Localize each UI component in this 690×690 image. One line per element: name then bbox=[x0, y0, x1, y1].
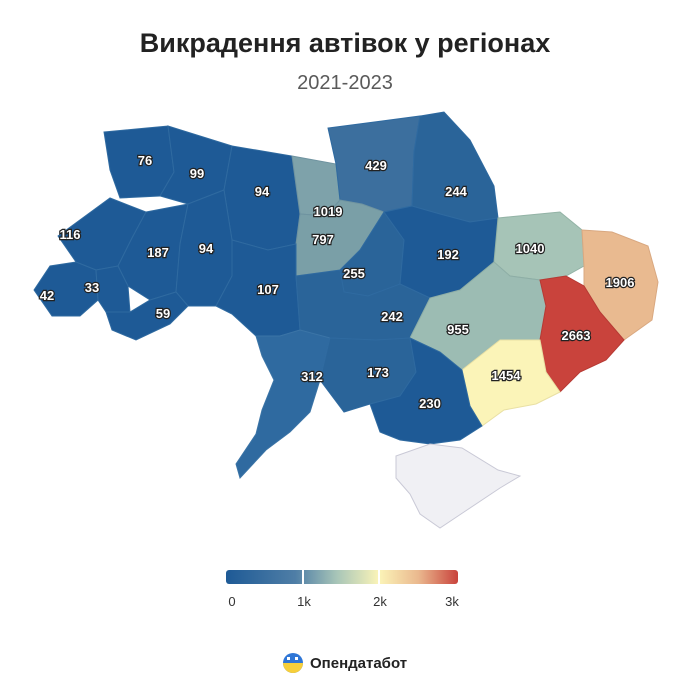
legend-tick-1k bbox=[302, 570, 304, 584]
region-value-label: 1019 bbox=[314, 204, 343, 219]
region-value-labels: 76 99 94 1019 429 244 116 187 94 797 255 192 1040 190… bbox=[39, 152, 636, 412]
region-value-label: 1906 bbox=[606, 275, 635, 290]
region-value-label: 173 bbox=[367, 365, 389, 380]
region-value-label: 1454 bbox=[492, 368, 522, 383]
region-donetsk[interactable] bbox=[539, 275, 625, 393]
region-value-label: 94 bbox=[255, 184, 270, 199]
region-value-label: 187 bbox=[147, 245, 169, 260]
region-value-label: 429 bbox=[365, 158, 387, 173]
map-title: Викрадення автівок у регіонах bbox=[139, 28, 551, 58]
map-subtitle: 2021-2023 bbox=[297, 72, 393, 94]
region-value-label: 59 bbox=[156, 306, 170, 321]
legend-color-scale bbox=[226, 570, 458, 584]
region-chernivtsi[interactable] bbox=[105, 291, 189, 341]
region-value-label: 797 bbox=[312, 232, 334, 247]
legend-label-3k: 3k bbox=[445, 594, 459, 609]
region-value-label: 230 bbox=[419, 396, 441, 411]
region-odesa[interactable] bbox=[235, 329, 331, 479]
region-value-label: 99 bbox=[190, 166, 204, 181]
region-value-label: 255 bbox=[343, 266, 365, 281]
region-value-label: 244 bbox=[445, 184, 467, 199]
region-value-label: 116 bbox=[60, 227, 81, 242]
legend-label-2k: 2k bbox=[373, 594, 387, 609]
brand-name: Опендатабот bbox=[310, 654, 408, 672]
region-value-label: 312 bbox=[301, 369, 323, 384]
opendatabot-logo-icon bbox=[283, 653, 303, 673]
legend-label-1k: 1k bbox=[297, 594, 311, 609]
region-value-label: 1040 bbox=[516, 241, 545, 256]
region-value-label: 2663 bbox=[562, 328, 591, 343]
region-value-label: 42 bbox=[40, 288, 54, 303]
region-value-label: 107 bbox=[257, 282, 279, 297]
region-value-label: 94 bbox=[199, 241, 214, 256]
region-crimea[interactable] bbox=[395, 443, 522, 529]
region-value-label: 192 bbox=[437, 247, 459, 262]
region-value-label: 242 bbox=[381, 309, 403, 324]
region-sumy[interactable] bbox=[411, 111, 499, 223]
brand-logo: Опендатабот bbox=[282, 652, 407, 674]
legend-label-0: 0 bbox=[228, 594, 236, 609]
region-value-label: 33 bbox=[85, 280, 99, 295]
legend-tick-2k bbox=[378, 570, 380, 584]
region-value-label: 76 bbox=[138, 153, 152, 168]
region-value-label: 955 bbox=[447, 322, 469, 337]
